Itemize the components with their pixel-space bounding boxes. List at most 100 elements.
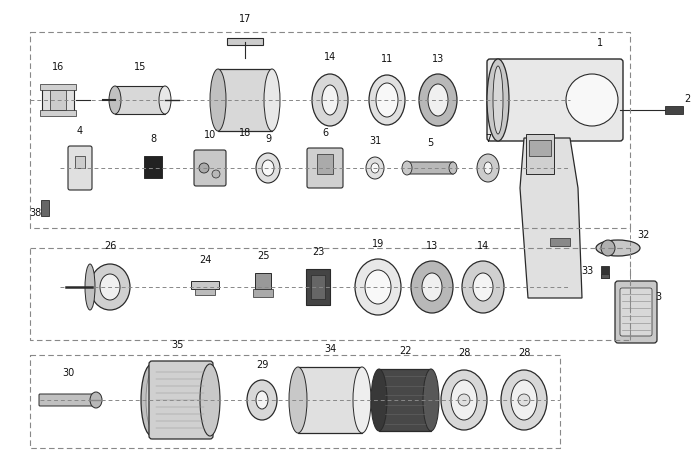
FancyBboxPatch shape xyxy=(68,146,92,190)
Bar xyxy=(218,69,272,131)
Text: 29: 29 xyxy=(256,360,268,370)
Text: 8: 8 xyxy=(150,134,156,144)
Ellipse shape xyxy=(423,369,439,431)
Ellipse shape xyxy=(369,75,405,125)
Bar xyxy=(379,369,431,431)
Text: 6: 6 xyxy=(322,128,328,138)
Circle shape xyxy=(566,74,618,126)
Text: 24: 24 xyxy=(199,255,211,265)
Bar xyxy=(529,140,551,156)
FancyBboxPatch shape xyxy=(149,361,213,439)
Circle shape xyxy=(458,394,470,406)
Bar xyxy=(601,266,609,278)
Ellipse shape xyxy=(353,367,371,433)
Bar xyxy=(144,156,162,178)
Text: 16: 16 xyxy=(52,62,64,72)
Text: 13: 13 xyxy=(432,54,444,64)
Text: 15: 15 xyxy=(134,62,146,72)
Text: 13: 13 xyxy=(426,241,438,251)
Ellipse shape xyxy=(601,240,615,256)
Text: 17: 17 xyxy=(239,14,251,24)
Text: 33: 33 xyxy=(581,266,593,276)
Ellipse shape xyxy=(289,367,307,433)
Ellipse shape xyxy=(402,161,412,175)
FancyBboxPatch shape xyxy=(620,288,652,336)
Ellipse shape xyxy=(451,380,477,420)
Text: 25: 25 xyxy=(257,251,270,261)
Ellipse shape xyxy=(366,157,384,179)
Bar xyxy=(255,273,271,289)
FancyBboxPatch shape xyxy=(615,281,657,343)
Ellipse shape xyxy=(264,69,280,131)
Ellipse shape xyxy=(109,86,121,114)
Text: 11: 11 xyxy=(381,54,393,64)
Ellipse shape xyxy=(210,69,226,131)
Ellipse shape xyxy=(355,259,401,315)
Ellipse shape xyxy=(90,392,102,408)
Bar xyxy=(253,289,273,297)
Ellipse shape xyxy=(462,261,504,313)
Bar xyxy=(50,90,66,110)
Text: 31: 31 xyxy=(369,136,381,146)
Text: 9: 9 xyxy=(265,134,271,144)
Text: 18: 18 xyxy=(239,128,251,138)
Ellipse shape xyxy=(501,370,547,430)
Text: 7: 7 xyxy=(485,134,491,144)
Bar xyxy=(40,110,76,116)
Bar xyxy=(550,238,570,246)
Ellipse shape xyxy=(511,380,537,420)
Ellipse shape xyxy=(365,270,391,304)
Text: 38: 38 xyxy=(29,208,41,218)
Ellipse shape xyxy=(376,83,398,117)
Ellipse shape xyxy=(371,369,387,431)
Ellipse shape xyxy=(493,66,503,134)
Polygon shape xyxy=(520,138,582,298)
Ellipse shape xyxy=(484,162,492,174)
Bar xyxy=(195,289,215,295)
Ellipse shape xyxy=(422,273,442,301)
Text: 35: 35 xyxy=(172,340,184,350)
Text: 14: 14 xyxy=(477,241,489,251)
Bar xyxy=(40,84,76,90)
Text: 32: 32 xyxy=(638,230,650,240)
Text: 2: 2 xyxy=(684,94,690,104)
Circle shape xyxy=(518,394,530,406)
Ellipse shape xyxy=(256,391,268,409)
Bar xyxy=(317,154,333,174)
Bar xyxy=(311,275,325,299)
Text: 4: 4 xyxy=(77,126,83,136)
Ellipse shape xyxy=(428,84,448,116)
Bar xyxy=(306,269,330,305)
Ellipse shape xyxy=(256,153,280,183)
Ellipse shape xyxy=(419,74,457,126)
Bar xyxy=(665,106,683,114)
Ellipse shape xyxy=(200,364,220,436)
Text: 34: 34 xyxy=(324,344,336,354)
Bar xyxy=(298,367,362,433)
Ellipse shape xyxy=(312,74,348,126)
Text: 19: 19 xyxy=(372,239,384,249)
FancyBboxPatch shape xyxy=(39,394,97,406)
Text: 30: 30 xyxy=(62,368,74,378)
Circle shape xyxy=(212,170,220,178)
Ellipse shape xyxy=(449,162,457,174)
FancyBboxPatch shape xyxy=(406,162,454,174)
Ellipse shape xyxy=(100,274,120,300)
Text: 1: 1 xyxy=(597,38,603,48)
Ellipse shape xyxy=(596,240,640,256)
Text: 22: 22 xyxy=(399,346,412,356)
Text: 3: 3 xyxy=(655,292,661,302)
Bar xyxy=(41,200,49,216)
Text: 5: 5 xyxy=(427,138,433,148)
Text: 14: 14 xyxy=(324,52,336,62)
Ellipse shape xyxy=(159,86,171,114)
Bar xyxy=(75,156,85,168)
FancyBboxPatch shape xyxy=(487,59,623,141)
Ellipse shape xyxy=(473,273,493,301)
Text: 23: 23 xyxy=(312,247,324,257)
Ellipse shape xyxy=(141,364,163,436)
Ellipse shape xyxy=(85,264,95,310)
Bar xyxy=(115,86,165,114)
Bar xyxy=(42,86,74,114)
Text: 10: 10 xyxy=(204,130,216,140)
